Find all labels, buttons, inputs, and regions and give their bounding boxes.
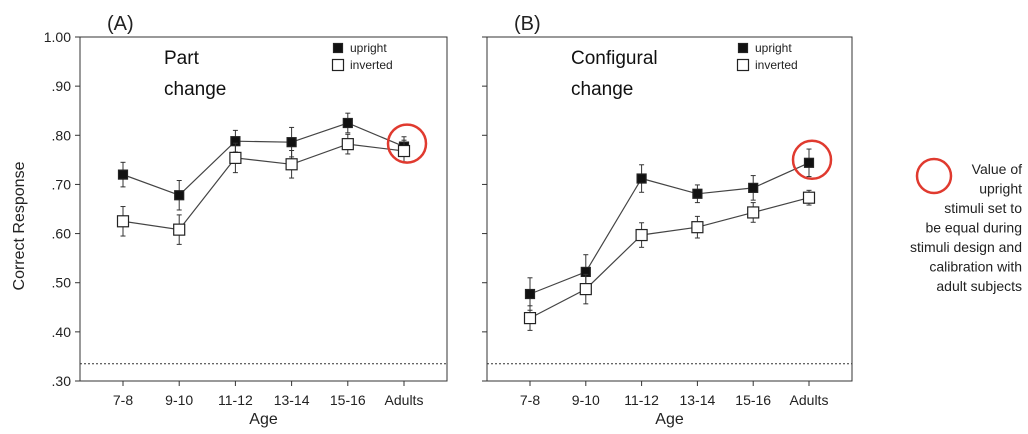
series-line-upright [122, 122, 405, 196]
data-point-open-square [691, 221, 704, 234]
legend-label: inverted [350, 58, 393, 72]
legend-marker [736, 58, 750, 72]
chart-title-line: change [164, 79, 226, 100]
y-tick-label: .80 [52, 127, 72, 143]
chart-panel-a: .30 .40 .50 .60 .70 .80 .90 1.00 7-8 9-10 11-12 13-… [44, 13, 448, 428]
legend-label: upright [755, 41, 792, 55]
x-tick-label: Adults [385, 392, 424, 408]
data-point-open-square [397, 144, 411, 158]
chart-title-line: Configural [571, 48, 658, 69]
panel-label: (A) [107, 13, 134, 35]
y-tick-label: .40 [52, 324, 72, 340]
x-tick-label: 11-12 [624, 392, 659, 408]
y-tick-label: .90 [52, 78, 72, 94]
data-point-filled-square [342, 117, 353, 129]
x-tick-label: 13-14 [679, 392, 715, 408]
data-point-filled-square [692, 188, 703, 199]
data-point-open-square [579, 283, 592, 296]
highlight-circle [386, 123, 428, 164]
data-point-filled-square [524, 288, 536, 300]
data-point-open-square [523, 311, 537, 325]
x-axis-title: Age [249, 411, 278, 428]
data-point-open-square [285, 158, 298, 171]
x-tick-label: 9-10 [165, 392, 193, 408]
note-text-line: stimuli design and [910, 239, 1022, 255]
data-point-filled-square [174, 190, 185, 201]
data-point-filled-square [117, 169, 129, 180]
x-tick-label: 11-12 [218, 392, 253, 408]
note-text-line: adult subjects [936, 278, 1022, 294]
data-point-open-square [635, 228, 648, 242]
y-axis-title: Correct Response [11, 161, 28, 290]
legend-marker [332, 42, 344, 54]
y-tick-label: 1.00 [44, 29, 71, 45]
series-line-inverted [529, 197, 810, 319]
data-point-filled-square [636, 173, 647, 184]
plot-frame [79, 36, 448, 382]
chart-title-line: Part [164, 48, 200, 69]
data-point-filled-square [748, 182, 759, 193]
legend-marker [737, 42, 749, 54]
x-tick-label: 9-10 [572, 392, 600, 408]
chart-title-line: change [571, 79, 633, 100]
note-text-line: upright [979, 181, 1022, 197]
highlight-circle [791, 139, 833, 181]
x-tick-label: Adults [790, 392, 829, 408]
annotation-note: Value of upright stimuli set to be equal du… [910, 157, 1022, 294]
legend-label: inverted [755, 58, 798, 72]
data-point-open-square [747, 206, 760, 219]
note-text-line: be equal during [925, 220, 1022, 236]
series-line-inverted [122, 143, 405, 231]
y-tick-label: .70 [52, 176, 72, 192]
data-point-open-square [116, 215, 130, 228]
x-tick-label: 7-8 [113, 392, 133, 408]
note-text-line: calibration with [929, 259, 1022, 275]
x-tick-label: 15-16 [330, 392, 366, 408]
data-point-open-square [173, 223, 186, 236]
data-point-open-square [802, 191, 816, 204]
note-text-line: stimuli set to [944, 200, 1022, 216]
plot-frame [486, 36, 853, 382]
y-tick-label: .30 [52, 373, 72, 389]
data-point-open-square [341, 138, 354, 151]
legend-marker [331, 58, 345, 72]
note-text-line: Value of [972, 161, 1022, 177]
series-line-upright [529, 162, 810, 295]
x-tick-label: 7-8 [520, 392, 540, 408]
y-tick-label: .60 [52, 226, 72, 242]
y-tick-label: .50 [52, 275, 72, 291]
panel-label: (B) [514, 13, 541, 35]
x-axis-title: Age [655, 411, 684, 428]
x-tick-label: 15-16 [735, 392, 771, 408]
x-tick-label: 13-14 [274, 392, 310, 408]
data-point-open-square [229, 151, 242, 164]
legend-label: upright [350, 41, 387, 55]
chart-panel-b: 7-8 9-10 11-12 13-14 15-16 Adults Age (B) Config… [482, 13, 853, 428]
legend-highlight-circle [915, 157, 953, 195]
data-point-filled-square [286, 137, 297, 148]
data-point-filled-square [803, 157, 815, 168]
